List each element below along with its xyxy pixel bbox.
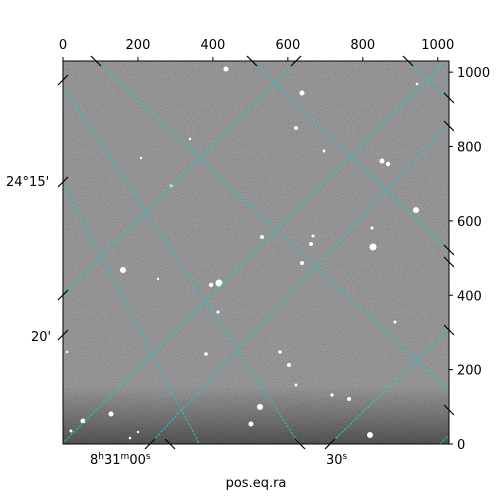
wcs-grid-line — [407, 61, 449, 99]
star — [156, 277, 160, 281]
ra-label-minutes: 31 — [104, 453, 121, 468]
wcs-tick-mark — [324, 438, 336, 450]
star — [287, 363, 291, 367]
wcs-tick-mark — [164, 438, 176, 450]
wcs-tick-mark — [443, 244, 455, 256]
y-tick-label: 200 — [457, 364, 482, 379]
y-tick-label: 400 — [457, 289, 482, 304]
star — [65, 350, 69, 354]
sky-edge-shading — [63, 61, 449, 444]
wcs-tick-mark — [443, 324, 455, 336]
sky-image — [63, 61, 449, 444]
star — [216, 310, 220, 314]
x-tick-label: 1000 — [421, 38, 454, 53]
star — [188, 137, 192, 141]
x-tick-label: 0 — [59, 38, 67, 53]
star — [370, 226, 374, 230]
wcs-grid-line — [63, 61, 448, 444]
star — [299, 90, 305, 96]
star — [69, 429, 73, 433]
star — [260, 235, 264, 239]
wcs-grid-line — [63, 61, 297, 295]
wcs-tick-mark — [246, 55, 258, 67]
star — [311, 234, 315, 238]
pixel-y-axis: 0 200 400 600 800 1000 — [449, 66, 490, 453]
star — [309, 242, 313, 246]
x-tick-label: 600 — [275, 38, 300, 53]
x-tick-label: 400 — [200, 38, 225, 53]
x-axis-title: pos.eq.ra — [226, 476, 287, 491]
y-tick-label: 600 — [457, 215, 482, 230]
star — [330, 393, 334, 397]
x-tick-label: 800 — [350, 38, 375, 53]
ra-label-s-sup: s — [146, 452, 151, 462]
y-tick-label: 0 — [457, 438, 465, 453]
wcs-tick-mark — [57, 176, 69, 188]
star — [257, 404, 263, 410]
star — [248, 421, 254, 427]
wcs-tick-mark — [443, 256, 455, 268]
star — [128, 436, 132, 440]
star — [120, 267, 126, 273]
wcs-tick-mark — [294, 438, 306, 450]
star — [393, 320, 397, 324]
wcs-tick-mark — [443, 404, 455, 416]
star — [208, 282, 214, 288]
wcs-tick-mark — [144, 438, 156, 450]
plot-frame — [62, 60, 450, 445]
star — [80, 418, 86, 424]
star — [385, 161, 391, 167]
wcs-grid-line — [439, 435, 449, 444]
wcs-tick-mark — [402, 55, 414, 67]
ra-label2-s-sup: s — [343, 452, 348, 462]
ra-label-m-sup: m — [121, 452, 130, 462]
wcs-tick-mark — [57, 289, 69, 301]
star — [223, 66, 229, 72]
wcs-grid — [63, 61, 449, 444]
star — [139, 156, 143, 160]
wcs-grid-line — [63, 182, 201, 444]
wcs-grid-line — [149, 123, 449, 444]
star — [108, 411, 114, 417]
star — [278, 350, 282, 354]
star — [322, 149, 326, 153]
star — [347, 397, 351, 401]
star — [294, 126, 298, 130]
wcs-tick-mark — [90, 55, 102, 67]
star — [204, 352, 208, 356]
wcs-grid-line — [329, 329, 449, 444]
wcs-tick-mark — [443, 120, 455, 132]
dec-tick-label-2: 20' — [31, 330, 51, 345]
x-tick-label: 200 — [126, 38, 151, 53]
wcs-ticks — [57, 55, 455, 450]
star — [415, 82, 419, 86]
ra-label-h-sup: h — [98, 452, 104, 462]
star — [215, 279, 223, 287]
ra-tick-label-1: 8h31m00s — [90, 452, 151, 468]
y-tick-label: 1000 — [457, 66, 490, 81]
star — [367, 432, 373, 438]
ra-label-hours: 8 — [90, 453, 98, 468]
star — [413, 207, 419, 213]
pixel-x-axis: 0 200 400 600 800 1000 — [59, 38, 454, 61]
wcs-tick-mark — [57, 74, 69, 86]
dec-tick-label-1: 24°15' — [6, 175, 49, 190]
wcs-grid-line — [251, 61, 449, 251]
wcs-grid-line — [95, 61, 449, 391]
ra-label2-seconds: 30 — [326, 453, 343, 468]
y-tick-label: 800 — [457, 141, 482, 156]
wcs-tick-mark — [290, 55, 302, 67]
star — [136, 430, 140, 434]
star — [379, 158, 385, 164]
star — [369, 243, 377, 251]
star — [294, 383, 298, 387]
wcs-tick-mark — [57, 329, 69, 341]
wcs-tick-mark — [443, 92, 455, 104]
stars — [65, 66, 419, 440]
star — [300, 261, 304, 265]
ra-tick-label-2: 30s — [326, 452, 348, 468]
ra-label-seconds: 00 — [129, 453, 146, 468]
